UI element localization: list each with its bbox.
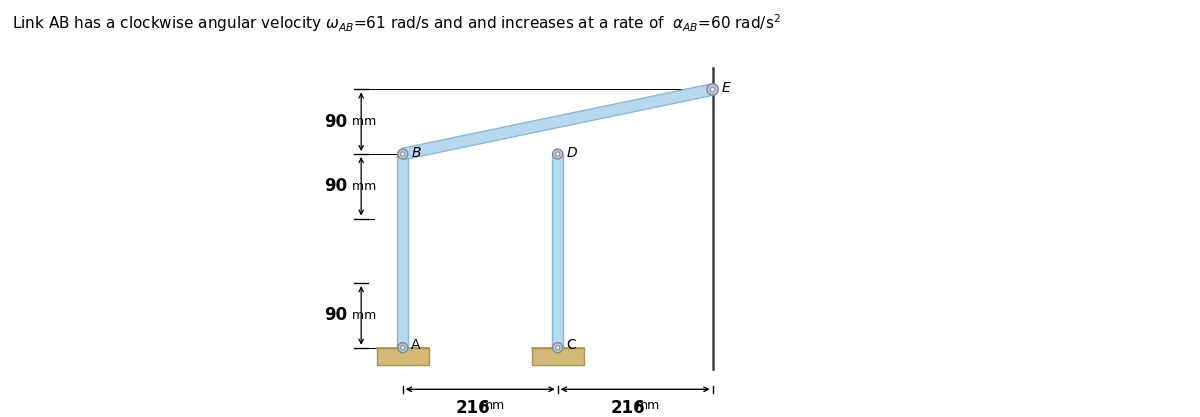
Circle shape	[401, 346, 404, 350]
Text: 90: 90	[324, 113, 347, 131]
Circle shape	[553, 149, 563, 159]
Circle shape	[397, 343, 408, 353]
Circle shape	[710, 87, 715, 92]
Polygon shape	[552, 154, 564, 348]
Polygon shape	[397, 154, 408, 348]
Text: Link AB has a clockwise angular velocity $\omega_{AB}$=61 rad/s and and increase: Link AB has a clockwise angular velocity…	[12, 13, 781, 34]
Text: mm: mm	[636, 399, 660, 412]
Text: mm: mm	[348, 180, 377, 193]
Bar	[532, 348, 583, 365]
Polygon shape	[402, 84, 714, 160]
Circle shape	[553, 343, 563, 353]
Text: mm: mm	[481, 399, 505, 412]
Text: mm: mm	[348, 115, 377, 128]
Text: mm: mm	[348, 309, 377, 322]
Bar	[377, 348, 428, 365]
Text: C: C	[566, 338, 576, 352]
Text: 216: 216	[456, 399, 491, 417]
Text: 216: 216	[611, 399, 646, 417]
Circle shape	[397, 149, 408, 159]
Text: E: E	[721, 81, 730, 95]
Text: D: D	[566, 146, 577, 160]
Text: B: B	[412, 146, 421, 160]
Text: A: A	[412, 338, 421, 352]
Text: 90: 90	[324, 306, 347, 324]
Text: 90: 90	[324, 177, 347, 195]
Circle shape	[707, 84, 719, 95]
Circle shape	[556, 152, 559, 156]
Circle shape	[556, 346, 559, 350]
Circle shape	[401, 152, 404, 156]
